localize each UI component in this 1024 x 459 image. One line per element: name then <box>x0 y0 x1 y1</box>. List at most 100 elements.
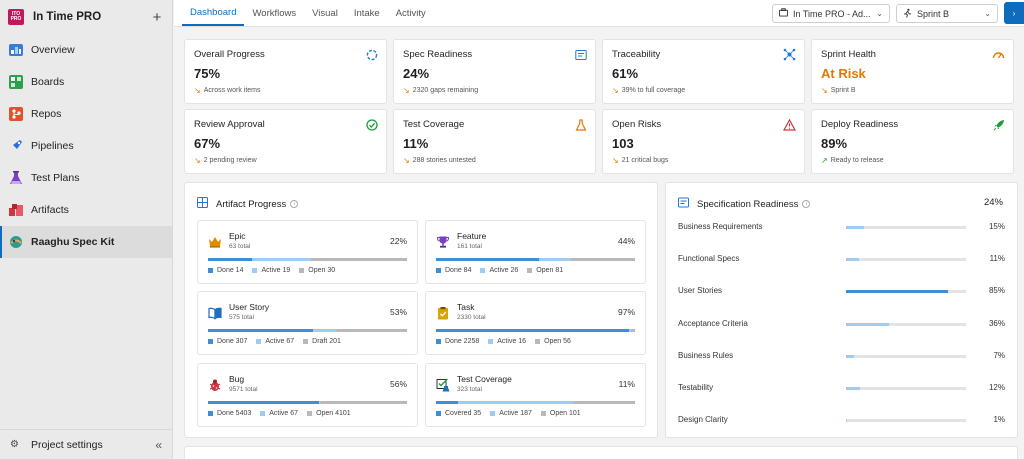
sidebar-item-boards[interactable]: Boards <box>0 66 172 98</box>
kpi-label: Traceability <box>612 49 661 60</box>
spec-row-business-rules[interactable]: Business Rules 7% <box>678 351 1005 363</box>
artifact-card-test-coverage[interactable]: Test Coverage 323 total 11% Covered 35 Activ… <box>425 363 646 427</box>
project-select-value: In Time PRO - Ad... <box>793 8 871 19</box>
artifact-total: 9571 total <box>229 386 258 393</box>
sidebar-item-pipelines[interactable]: Pipelines <box>0 130 172 162</box>
tab-dashboard[interactable]: Dashboard <box>182 0 245 26</box>
sidebar-item-raaghu-spec-kit[interactable]: Raaghu Spec Kit <box>0 226 172 258</box>
trophy-icon <box>436 235 450 249</box>
kpi-card-deploy-readiness[interactable]: Deploy Readiness 89% ↗ Ready to release <box>811 109 1014 174</box>
kpi-label: Deploy Readiness <box>821 119 899 130</box>
kpi-card-spec-readiness[interactable]: Spec Readiness 24% ↘ 2320 gaps remaining <box>393 39 596 104</box>
network-icon <box>783 48 796 61</box>
artifact-progress-bar <box>208 258 407 261</box>
sidebar-item-label: Overview <box>31 44 75 56</box>
artifact-card-user-story[interactable]: User Story 575 total 53% Done 307 Active 67 D… <box>197 291 418 355</box>
kpi-subtext-label: Ready to release <box>830 157 884 164</box>
kpi-card-open-risks[interactable]: Open Risks 103 ↘ 21 critical bugs <box>602 109 805 174</box>
spec-row-design-clarity[interactable]: Design Clarity 1% <box>678 415 1005 427</box>
gauge-icon <box>992 48 1005 61</box>
legend-label: Active 16 <box>497 338 527 345</box>
artifact-name: Bug <box>229 374 245 384</box>
artifact-name: Feature <box>457 231 487 241</box>
expand-button[interactable]: › <box>1004 2 1024 24</box>
artifact-card-feature[interactable]: Feature 161 total 44% Done 84 Active 26 Open … <box>425 220 646 284</box>
kpi-subtext: ↘ 2 pending review <box>194 156 377 165</box>
legend-item-active: Active 67 <box>260 410 298 417</box>
progress-segment-active <box>319 401 322 404</box>
legend-swatch <box>303 339 309 344</box>
legend-item-done: Covered 35 <box>436 410 481 417</box>
artifact-card-epic[interactable]: Epic 63 total 22% Done 14 Active 19 Open 30 <box>197 220 418 284</box>
legend-item-done: Done 84 <box>436 267 471 274</box>
spec-row-user-stories[interactable]: User Stories 85% <box>678 286 1005 298</box>
spec-row-label: Acceptance Criteria <box>678 318 748 328</box>
collapse-sidebar-icon[interactable]: « <box>155 437 162 452</box>
spec-row-bar-fill <box>846 387 861 390</box>
tab-activity[interactable]: Activity <box>395 7 426 19</box>
tab-workflows[interactable]: Workflows <box>252 7 297 19</box>
legend-item-open: Open 81 <box>527 267 563 274</box>
artifact-progress-bar <box>436 329 635 332</box>
spec-row-bar-fill <box>846 322 890 326</box>
kpi-card-overall-progress[interactable]: Overall Progress 75% ↘ Across work items <box>184 39 387 104</box>
kpi-subtext-label: 21 critical bugs <box>621 157 669 164</box>
tab-visual[interactable]: Visual <box>312 7 338 19</box>
kpi-subtext: ↘ Across work items <box>194 86 377 95</box>
boards-icon <box>8 74 24 90</box>
spec-row-bar <box>846 258 966 262</box>
info-icon[interactable]: i <box>290 200 299 208</box>
sidebar-item-overview[interactable]: Overview <box>0 34 172 66</box>
sidebar-item-artifacts[interactable]: Artifacts <box>0 194 172 226</box>
legend-swatch <box>299 268 305 273</box>
spec-row-business-requirements[interactable]: Business Requirements 15% <box>678 222 1005 234</box>
artifact-total: 323 total <box>457 386 482 393</box>
org-logo[interactable]: ITO PRO <box>8 9 24 25</box>
legend-swatch <box>260 411 266 416</box>
flask-icon <box>574 118 587 131</box>
sidebar-header: ITO PRO In Time PRO + <box>0 0 172 34</box>
progress-segment-active <box>251 258 312 261</box>
sidebar: ITO PRO In Time PRO + Overview Boards Re… <box>0 0 173 459</box>
kpi-value: 11% <box>403 136 429 151</box>
info-icon[interactable]: i <box>802 200 811 208</box>
kpi-subtext-label: 2 pending review <box>203 157 257 164</box>
add-icon[interactable]: + <box>152 8 162 26</box>
legend-label: Active 187 <box>499 410 532 417</box>
project-title[interactable]: In Time PRO <box>33 11 102 23</box>
legend-item-active: Active 187 <box>490 410 532 417</box>
spec-row-percent: 36% <box>988 318 1005 328</box>
kpi-card-test-coverage[interactable]: Test Coverage 11% ↘ 288 stories untested <box>393 109 596 174</box>
tab-intake[interactable]: Intake <box>353 7 380 19</box>
kpi-card-review-approval[interactable]: Review Approval 67% ↘ 2 pending review <box>184 109 387 174</box>
legend-swatch <box>436 411 441 416</box>
legend-swatch <box>256 339 262 344</box>
project-settings[interactable]: ⚙ Project settings « <box>0 429 172 459</box>
legend-item-done: Done 2258 <box>436 338 479 345</box>
spec-row-percent: 15% <box>988 222 1005 231</box>
sprint-select[interactable]: Sprint B ⌄ <box>896 4 998 23</box>
rocket-icon <box>992 118 1005 131</box>
artifact-progress-bar <box>208 329 407 332</box>
artifact-card-task[interactable]: Task 2330 total 97% Done 2258 Active 16 Open … <box>425 291 646 355</box>
kpi-subtext: ↘ 2320 gaps remaining <box>403 86 586 95</box>
spec-row-testability[interactable]: Testability 12% <box>678 383 1005 395</box>
artifact-card-bug[interactable]: Bug 9571 total 56% Done 5403 Active 67 Open 4… <box>197 363 418 427</box>
artifact-legend: Done 84 Active 26 Open 81 <box>436 267 572 274</box>
kpi-card-traceability[interactable]: Traceability 61% ↘ 39% to full coverage <box>602 39 805 104</box>
sidebar-item-repos[interactable]: Repos <box>0 98 172 130</box>
test-case-icon <box>436 378 450 392</box>
sidebar-item-test-plans[interactable]: Test Plans <box>0 162 172 194</box>
spec-row-acceptance-criteria[interactable]: Acceptance Criteria 36% <box>678 319 1005 331</box>
kpi-card-sprint-health[interactable]: Sprint Health At Risk ↘ Sprint B <box>811 39 1014 104</box>
spec-readiness-panel: Specification Readiness i 24% Business R… <box>665 182 1018 438</box>
next-panel-edge <box>184 446 1018 459</box>
test-plans-icon <box>8 170 24 186</box>
artifact-legend: Done 5403 Active 67 Open 4101 <box>208 410 360 417</box>
project-select[interactable]: In Time PRO - Ad... ⌄ <box>772 4 890 23</box>
spec-row-percent: 11% <box>989 254 1005 264</box>
spec-row-functional-specs[interactable]: Functional Specs 11% <box>678 254 1005 266</box>
legend-swatch <box>208 339 213 344</box>
book-icon <box>208 306 222 320</box>
kpi-value: 89% <box>821 136 848 151</box>
